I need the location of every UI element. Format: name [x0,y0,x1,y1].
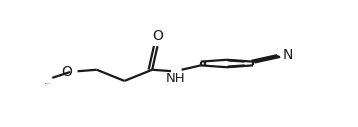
Text: NH: NH [165,72,185,85]
Text: O: O [62,65,73,79]
Text: methoxy: methoxy [45,83,52,84]
Text: O: O [152,29,163,43]
Text: N: N [283,48,293,62]
